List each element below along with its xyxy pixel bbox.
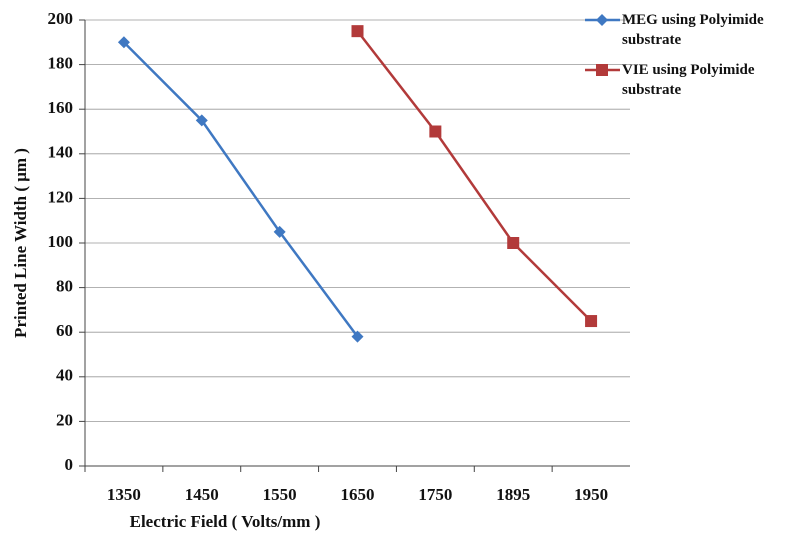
point — [596, 14, 608, 26]
y-tick-label: 60 — [56, 321, 73, 340]
legend-label: VIE using Polyimide substrate — [622, 62, 755, 98]
x-tick-label: 1550 — [263, 485, 297, 504]
y-tick-label: 160 — [48, 98, 74, 117]
y-tick-label: 40 — [56, 366, 73, 385]
point — [585, 315, 598, 328]
x-tick-label: 1450 — [185, 485, 219, 504]
x-tick-label: 1650 — [341, 485, 375, 504]
y-tick-label: 140 — [48, 143, 74, 162]
point — [351, 25, 364, 38]
x-tick-label: 1950 — [574, 485, 608, 504]
y-tick-label: 180 — [48, 54, 74, 73]
x-tick-label: 1350 — [107, 485, 141, 504]
y-axis-label: Printed Line Width ( μm ) — [11, 148, 30, 338]
point — [117, 36, 130, 49]
y-tick-label: 200 — [48, 9, 74, 28]
point — [507, 237, 520, 249]
series-line — [123, 41, 359, 338]
y-tick-label: 120 — [48, 187, 74, 206]
y-tick-label: 80 — [56, 277, 73, 296]
series-line — [356, 30, 592, 322]
x-axis-label: Electric Field ( Volts/mm ) — [130, 512, 321, 531]
y-tick-label: 0 — [65, 455, 74, 474]
y-tick-label: 20 — [56, 410, 73, 429]
point — [351, 330, 364, 343]
point — [429, 125, 442, 138]
x-tick-label: 1750 — [418, 485, 452, 504]
point — [596, 64, 608, 76]
y-tick-label: 100 — [48, 232, 74, 251]
x-tick-label: 1895 — [496, 485, 530, 504]
point — [273, 225, 286, 238]
point — [195, 114, 208, 127]
legend-label: MEG using Polyimide substrate — [622, 12, 764, 48]
